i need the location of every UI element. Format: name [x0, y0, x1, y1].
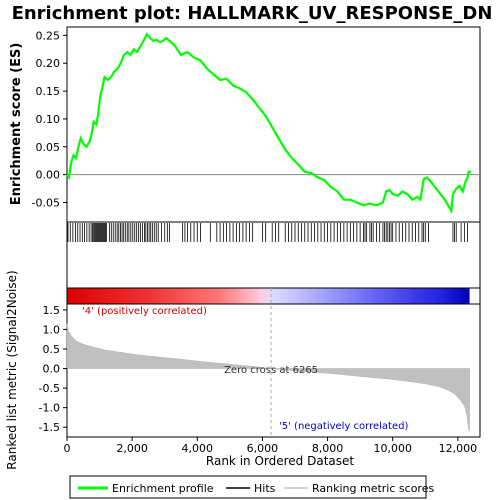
x-tick-label: 10,000: [373, 442, 412, 455]
es-y-tick-label: 0.10: [36, 113, 61, 126]
x-tick-label: 8,000: [312, 442, 344, 455]
metric-y-tick-label: -0.5: [39, 382, 60, 395]
metric-y-tick-label: 1.0: [43, 323, 61, 336]
ranking-color-bar: [66, 287, 481, 305]
es-y-tick-label: 0.25: [36, 29, 61, 42]
es-plot-frame: [66, 26, 481, 223]
legend-frame: [69, 475, 427, 499]
ranked-metric-panel: -1.5 -1.0 -0.5 0.0 0.5 1.0 1.5 '4' (positively…: [5, 270, 481, 470]
enrichment-profile-line: [66, 32, 471, 215]
x-axis-ticks: 0 2,000 4,000 6,000 8,000 10,000 12,000: [64, 437, 478, 455]
x-tick-label: 0: [64, 442, 71, 455]
ranking-metric-area: [66, 323, 470, 432]
x-axis-label: Rank in Ordered Dataset: [206, 454, 354, 468]
es-y-tick-label: 0.00: [36, 169, 61, 182]
metric-y-tick-label: -1.0: [39, 402, 60, 415]
metric-y-tick-label: -1.5: [39, 421, 60, 434]
es-y-ticks: -0.05 0.00 0.05 0.10 0.15 0.20 0.25: [32, 29, 67, 210]
es-y-tick-label: 0.15: [36, 85, 61, 98]
x-tick-label: 12,000: [439, 442, 478, 455]
zero-cross-label: Zero cross at 6265: [224, 365, 318, 376]
enrichment-score-panel: -0.05 0.00 0.05 0.10 0.15 0.20 0.25 Enrichment…: [9, 26, 481, 223]
metric-y-ticks: -1.5 -1.0 -0.5 0.0 0.5 1.0 1.5: [39, 304, 67, 434]
legend-label-enrichment-profile: Enrichment profile: [112, 482, 214, 495]
legend-label-ranking-metric: Ranking metric scores: [312, 482, 434, 495]
x-tick-label: 4,000: [182, 442, 214, 455]
metric-y-axis-label: Ranked list metric (Signal2Noise): [5, 270, 19, 469]
hits-panel: [66, 221, 481, 289]
legend: Enrichment profile Hits Ranking metric s…: [69, 475, 434, 499]
chart-title: Enrichment plot: HALLMARK_UV_RESPONSE_DN: [12, 3, 493, 24]
metric-y-tick-label: 0.5: [43, 343, 61, 356]
hit-lines: [67, 223, 469, 242]
metric-y-tick-label: 0.0: [43, 363, 61, 376]
x-tick-label: 2,000: [116, 442, 148, 455]
rank-gradient-fill: [67, 288, 470, 304]
positive-correlation-label: '4' (positively correlated): [82, 306, 207, 317]
metric-y-tick-label: 1.5: [43, 304, 61, 317]
negative-correlation-label: '5' (negatively correlated): [279, 421, 408, 432]
es-y-tick-label: -0.05: [32, 197, 60, 210]
es-y-axis-label: Enrichment score (ES): [9, 43, 24, 206]
legend-label-hits: Hits: [254, 482, 276, 495]
es-y-tick-label: 0.20: [36, 57, 61, 70]
es-y-tick-label: 0.05: [36, 141, 61, 154]
hits-frame: [66, 221, 481, 289]
x-tick-label: 6,000: [247, 442, 279, 455]
